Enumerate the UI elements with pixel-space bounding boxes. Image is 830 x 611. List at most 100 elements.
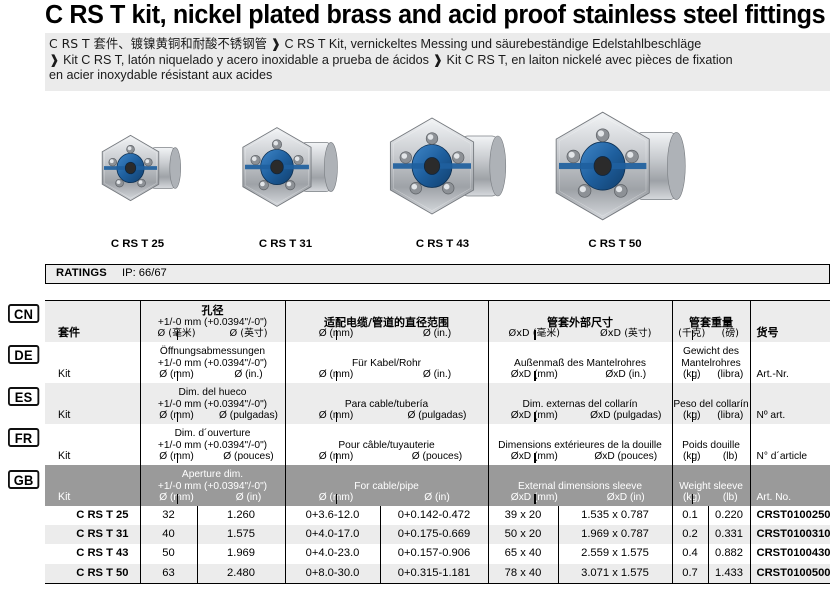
table-row: C RS T 50 63 2.480 0+8.0-30.0 0+0.315-1.… <box>45 563 830 585</box>
cell-aperture-in: 2.480 <box>196 563 285 585</box>
hdr-fr-sleeve: Dimensions extérieures de la douille ØxD… <box>487 423 672 465</box>
hdr-gb-weight: Weight sleeve (kg) (lb) <box>671 464 751 506</box>
hdr-es-art: Nº art. <box>749 382 830 424</box>
cell-art-no: CRST010031046 <box>749 524 830 545</box>
subtitle-block: C RS T 套件、镀镍黄铜和耐酸不锈钢管 ❱ C RS T Kit, vern… <box>45 33 830 91</box>
hdr-fr-aperture: Dim. d´ouverture +1/-0 mm (+0.0394"/-0")… <box>139 423 285 465</box>
hdr-es-aperture: Dim. del hueco +1/-0 mm (+0.0394"/-0") Ø… <box>139 382 285 424</box>
product-gallery: C RS T 25 C RS T 31 C RS T 43 C RS T 50 <box>45 100 830 260</box>
cell-sleeve-in: 1.969 x 0.787 <box>557 524 672 545</box>
hdr-de-sleeve: Außenmaß des Mantelrohres ØxD (mm) ØxD (i… <box>487 341 672 383</box>
hdr-es-weight: Peso del collarín (kg) (libra) <box>671 382 751 424</box>
cell-weight-lb: 1.433 <box>707 563 751 585</box>
cell-sleeve-mm: 78 x 40 <box>487 563 558 585</box>
cell-aperture-mm: 50 <box>139 544 197 564</box>
header-row-es: Kit Dim. del hueco +1/-0 mm (+0.0394"/-0… <box>45 382 830 424</box>
cell-art-no: CRST010050046 <box>749 563 830 585</box>
cell-cable-mm: 0+4.0-23.0 <box>284 544 380 564</box>
header-row-de: Kit Öffnungsabmessungen +1/-0 mm (+0.039… <box>45 341 830 383</box>
hdr-es-sleeve: Dim. externas del collarín ØxD (mm) ØxD (… <box>487 382 672 424</box>
product-image-crst50 <box>540 110 690 234</box>
subtitle-line-3: en acier inoxydable résistant aux acides <box>49 68 824 84</box>
cell-aperture-mm: 40 <box>139 524 197 545</box>
hdr-de-art: Art.-Nr. <box>749 341 830 383</box>
cell-aperture-mm: 63 <box>139 563 197 585</box>
hdr-cn-sleeve: 管套外部尺寸 ØxD (毫米) ØxD (英寸) <box>487 300 672 342</box>
cell-sleeve-in: 2.559 x 1.575 <box>557 544 672 564</box>
hdr-es-cable: Para cable/tubería Ø (mm) Ø (pulgadas) <box>284 382 488 424</box>
cell-sleeve-in: 3.071 x 1.575 <box>557 563 672 585</box>
header-row-cn: 套件 孔径 +1/-0 mm (+0.0394"/-0") Ø (毫米) Ø (英… <box>45 300 830 342</box>
specification-table: 套件 孔径 +1/-0 mm (+0.0394"/-0") Ø (毫米) Ø (英… <box>45 300 830 585</box>
product-caption: C RS T 31 <box>258 238 313 250</box>
page-title: C RS T kit, nickel plated brass and acid… <box>45 1 826 29</box>
hdr-cn-cable: 适配电缆/管道的直径范围 Ø (mm) Ø (in.) <box>284 300 488 342</box>
header-row-fr: Kit Dim. d´ouverture +1/-0 mm (+0.0394"/… <box>45 423 830 465</box>
hdr-cn-weight: 管套重量 (千克) (磅) <box>671 300 751 342</box>
cell-weight-kg: 0.4 <box>671 544 708 564</box>
hdr-fr-kit: Kit <box>58 450 71 463</box>
header-row-gb: Kit Aperture dim. +1/-0 mm (+0.0394"/-0"… <box>45 464 830 506</box>
lang-badge-cn: CN <box>8 304 40 323</box>
hdr-cn-kit: 套件 <box>45 300 140 342</box>
product-item: C RS T 43 <box>345 100 540 260</box>
hdr-gb-kit: Kit <box>58 491 71 504</box>
hdr-gb-art: Art. No. <box>749 464 830 506</box>
cell-weight-lb: 0.331 <box>707 524 751 545</box>
cell-kit: C RS T 25 <box>76 508 129 521</box>
product-caption: C RS T 43 <box>415 238 470 250</box>
cell-aperture-in: 1.575 <box>196 524 285 545</box>
product-caption: C RS T 25 <box>110 238 165 250</box>
subtitle-cn: C RS T 套件、镀镍黄铜和耐酸不锈钢管 <box>49 36 267 51</box>
hdr-fr-cable: Pour câble/tuyauterie Ø (mm) Ø (pouces) <box>284 423 488 465</box>
cell-weight-kg: 0.1 <box>671 505 708 525</box>
ratings-label: RATINGS <box>56 267 107 279</box>
subtitle-line-2: ❱ Kit C RS T, latón niquelado y acero in… <box>49 53 824 69</box>
lang-badge-gb: GB <box>8 470 40 489</box>
cell-cable-in: 0+0.315-1.181 <box>379 563 488 585</box>
hdr-es-kit: Kit <box>58 409 71 422</box>
bullet-icon: ❱ <box>49 52 60 67</box>
cell-weight-lb: 0.882 <box>707 544 751 564</box>
cell-art-no: CRST010043046 <box>749 544 830 564</box>
cell-art-no: CRST010025046 <box>749 505 830 525</box>
hdr-de-cable: Für Kabel/Rohr Ø (mm) Ø (in.) <box>284 341 488 383</box>
cell-kit: C RS T 43 <box>76 547 129 560</box>
hdr-gb-aperture: Aperture dim. +1/-0 mm (+0.0394"/-0") Ø … <box>139 464 285 506</box>
subtitle-fr: Kit C RS T, en laiton nickelé avec pièce… <box>446 52 733 67</box>
hdr-fr-art: N° d´article <box>749 423 830 465</box>
hdr-de-weight: Gewicht des Mantelrohres (kg) (libra) <box>671 341 751 383</box>
cell-cable-in: 0+0.142-0.472 <box>379 505 488 525</box>
cell-cable-mm: 0+3.6-12.0 <box>284 505 380 525</box>
cell-kit: C RS T 50 <box>45 563 140 585</box>
table-row: C RS T 25 32 1.260 0+3.6-12.0 0+0.142-0.… <box>45 505 830 525</box>
cell-weight-kg: 0.2 <box>671 524 708 545</box>
subtitle-de: C RS T Kit, vernickeltes Messing und säu… <box>284 37 702 51</box>
cell-cable-in: 0+0.157-0.906 <box>379 544 488 564</box>
product-caption: C RS T 50 <box>588 238 642 250</box>
subtitle-fr-cont: en acier inoxydable résistant aux acides <box>49 68 273 83</box>
ratings-value: IP: 66/67 <box>122 267 167 279</box>
hdr-cn-art: 货号 <box>749 300 830 342</box>
product-item: C RS T 25 <box>45 100 230 260</box>
bullet-icon: ❱ <box>432 52 444 67</box>
cell-cable-in: 0+0.175-0.669 <box>379 524 488 545</box>
hdr-gb-sleeve: External dimensions sleeve ØxD (mm) ØxD (… <box>487 464 672 506</box>
product-item: C RS T 31 <box>193 100 378 260</box>
hdr-de-kit: Kit <box>58 368 71 381</box>
cell-cable-mm: 0+8.0-30.0 <box>284 563 380 585</box>
hdr-fr-weight: Poids douille (kg) (lb) <box>671 423 751 465</box>
product-image-crst25 <box>92 134 183 211</box>
cell-aperture-mm: 32 <box>139 505 197 525</box>
subtitle-es: Kit C RS T, latón niquelado y acero inox… <box>63 52 429 67</box>
cell-aperture-in: 1.969 <box>196 544 285 564</box>
hdr-cn-aperture: 孔径 +1/-0 mm (+0.0394"/-0") Ø (毫米) Ø (英寸) <box>139 300 285 342</box>
ratings-bar: RATINGS IP: 66/67 <box>45 264 830 284</box>
product-image-crst31 <box>231 126 341 218</box>
lang-badge-fr: FR <box>8 428 40 447</box>
subtitle-line-1: C RS T 套件、镀镍黄铜和耐酸不锈钢管 ❱ C RS T Kit, vern… <box>49 36 824 53</box>
cell-cable-mm: 0+4.0-17.0 <box>284 524 380 545</box>
lang-badge-es: ES <box>8 387 40 406</box>
product-image-crst43 <box>376 116 510 227</box>
